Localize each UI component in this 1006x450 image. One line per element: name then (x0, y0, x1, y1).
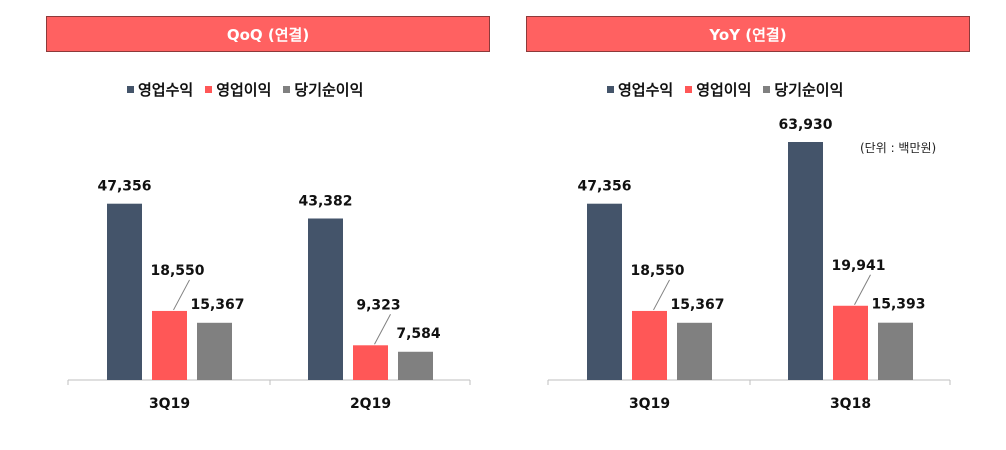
operating-profit-bar (632, 310, 667, 380)
legend-label: 당기순이익 (294, 80, 364, 99)
legend-label: 당기순이익 (774, 80, 844, 99)
operating-profit-swatch-icon (685, 85, 693, 93)
qoq-panel: QoQ (연결) 영업수익 영업이익 당기순이익 3Q19 47,356 18,55… (0, 0, 490, 450)
legend-label: 영업이익 (216, 80, 272, 99)
category-label: 3Q18 (830, 396, 871, 412)
yoy-legend: 영업수익 영업이익 당기순이익 (607, 78, 843, 100)
operating-profit-bar (152, 310, 187, 380)
operating-profit-data-label: 19,941 (831, 258, 885, 274)
net-income-bar (398, 351, 433, 380)
legend-item-operating-profit: 영업이익 (205, 79, 271, 100)
category-label: 3Q19 (629, 396, 670, 412)
category-label: 2Q19 (350, 396, 391, 412)
data-label-leader-line (173, 279, 190, 311)
revenue-data-label: 43,382 (298, 193, 352, 209)
operating-profit-bar (833, 305, 868, 380)
revenue-data-label: 47,356 (97, 179, 151, 195)
net-income-bar (677, 322, 712, 380)
net-income-data-label: 15,393 (871, 297, 925, 313)
data-label-leader-line (374, 314, 391, 345)
operating-profit-data-label: 18,550 (630, 263, 684, 279)
unit-note: (단위 : 백만원) (860, 141, 937, 155)
qoq-bar-chart: 3Q19 47,356 18,550 15,367 2Q19 43,382 9,323 7,5… (67, 179, 471, 412)
operating-profit-data-label: 9,323 (356, 297, 400, 313)
net-income-swatch-icon (283, 85, 291, 93)
legend-label: 영업수익 (618, 80, 674, 99)
net-income-swatch-icon (763, 85, 771, 93)
category-label: 3Q19 (149, 396, 190, 412)
legend-item-net-income: 당기순이익 (763, 79, 843, 100)
operating-profit-swatch-icon (205, 85, 213, 93)
revenue-bar (308, 218, 343, 380)
yoy-panel: YoY (연결) 영업수익 영업이익 당기순이익 (단위 : 백만원) 3Q19… (480, 0, 970, 450)
net-income-bar (197, 322, 232, 380)
net-income-data-label: 7,584 (396, 326, 441, 342)
legend-item-revenue: 영업수익 (127, 79, 193, 100)
legend-item-operating-profit: 영업이익 (685, 79, 751, 100)
yoy-bar-chart: 3Q19 47,356 18,550 15,367 3Q18 63,930 19,941 15… (547, 117, 951, 412)
legend-item-revenue: 영업수익 (607, 79, 673, 100)
revenue-bar (788, 142, 823, 380)
revenue-data-label: 63,930 (778, 117, 832, 133)
data-label-leader-line (854, 274, 871, 305)
legend-item-net-income: 당기순이익 (283, 79, 363, 100)
qoq-legend: 영업수익 영업이익 당기순이익 (127, 78, 363, 100)
yoy-title: YoY (연결) (709, 25, 787, 44)
qoq-title: QoQ (연결) (226, 25, 310, 44)
legend-label: 영업이익 (696, 80, 752, 99)
revenue-bar (587, 203, 622, 380)
net-income-data-label: 15,367 (670, 297, 724, 313)
legend-label: 영업수익 (138, 80, 194, 99)
yoy-header: YoY (연결) (526, 16, 970, 52)
operating-profit-data-label: 18,550 (150, 263, 204, 279)
revenue-data-label: 47,356 (577, 179, 631, 195)
revenue-bar (107, 203, 142, 380)
data-label-leader-line (653, 279, 670, 311)
net-income-bar (878, 322, 913, 380)
operating-profit-bar (353, 345, 388, 380)
qoq-header: QoQ (연결) (46, 16, 490, 52)
revenue-swatch-icon (607, 85, 614, 93)
revenue-swatch-icon (127, 85, 134, 93)
net-income-data-label: 15,367 (190, 297, 244, 313)
